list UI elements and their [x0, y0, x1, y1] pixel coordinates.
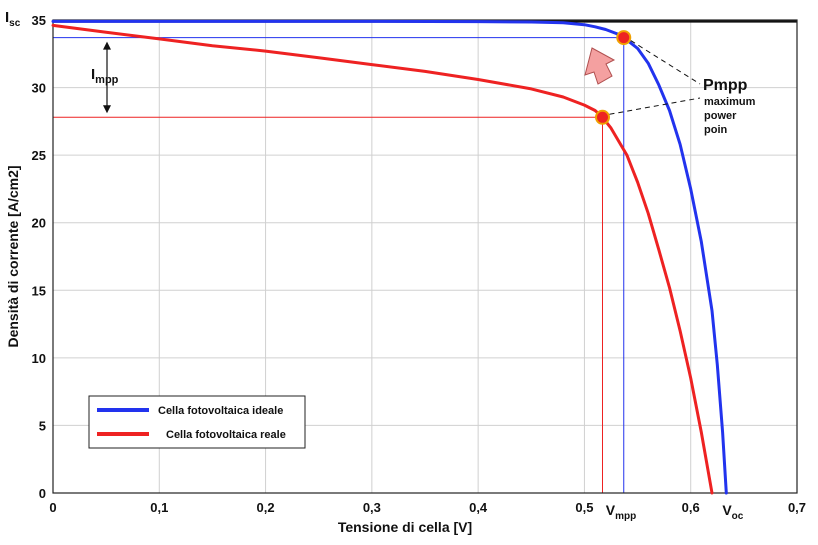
y-tick-label: 30 — [32, 81, 46, 96]
series-line-reale — [51, 23, 714, 495]
y-tick-label: 35 — [32, 13, 46, 28]
x-tick-label: 0,5 — [575, 500, 593, 515]
vmpp-main: V — [606, 502, 616, 518]
arrow-up-icon — [103, 41, 111, 50]
x-tick-label: 0,4 — [469, 500, 488, 515]
isc-main: I — [5, 9, 9, 26]
pmpp-desc-line-2: power — [704, 110, 737, 122]
x-tick-label: 0,7 — [788, 500, 806, 515]
y-tick-label: 25 — [32, 148, 46, 163]
pmpp-leader-line — [630, 40, 701, 85]
x-tick-label: 0,1 — [150, 500, 168, 515]
vmpp-sub: mpp — [615, 511, 636, 522]
x-axis-label: Tensione di cella [V] — [338, 519, 472, 535]
voc-label: Voc — [722, 502, 743, 522]
pmpp-desc-line-3: poin — [704, 124, 727, 136]
pmpp-desc-line-1: maximum — [704, 96, 756, 108]
x-tick-label: 0,3 — [363, 500, 381, 515]
legend-label-ideal: Cella fotovoltaica ideale — [158, 405, 283, 417]
impp-main: I — [91, 66, 95, 83]
y-axis-label: Densità di corrente [A/cm2] — [5, 165, 21, 347]
x-tick-label: 0,6 — [682, 500, 700, 515]
tick-labels: 0 0,1 0,2 0,3 0,4 0,5 0,6 0,7 0 5 10 15 20 25 30 35 — [32, 13, 807, 515]
y-tick-label: 10 — [32, 351, 46, 366]
voc-sub: oc — [732, 511, 744, 522]
impp-sub: mpp — [95, 74, 119, 86]
legend-label-reale: Cella fotovoltaica reale — [166, 429, 286, 441]
impp-indicator: Impp — [91, 41, 119, 114]
isc-sub: sc — [9, 18, 21, 29]
shift-arrow-icon — [584, 47, 616, 85]
mpp-point — [594, 109, 610, 125]
y-tick-label: 15 — [32, 283, 46, 298]
legend-box — [88, 395, 306, 449]
impp-label: Impp — [91, 66, 119, 86]
y-tick-label: 0 — [39, 486, 46, 501]
pmpp-leader-line — [609, 97, 701, 115]
vmpp-label: Vmpp — [606, 502, 636, 522]
voc-main: V — [722, 502, 732, 518]
arrow-down-icon — [103, 105, 111, 114]
x-tick-label: 0,2 — [257, 500, 275, 515]
isc-label: Isc — [5, 9, 21, 29]
grid — [52, 19, 798, 494]
mpp-point — [616, 30, 632, 46]
mpp-markers — [594, 30, 632, 125]
y-tick-label: 20 — [32, 216, 46, 231]
pmpp-label: Pmpp — [703, 77, 748, 94]
pmpp-annotation: Pmpp maximum power poin — [609, 40, 756, 136]
legend: Cella fotovoltaica ideale Cella fotovolt… — [88, 395, 306, 449]
x-tick-label: 0 — [49, 500, 56, 515]
y-tick-label: 5 — [39, 418, 46, 433]
